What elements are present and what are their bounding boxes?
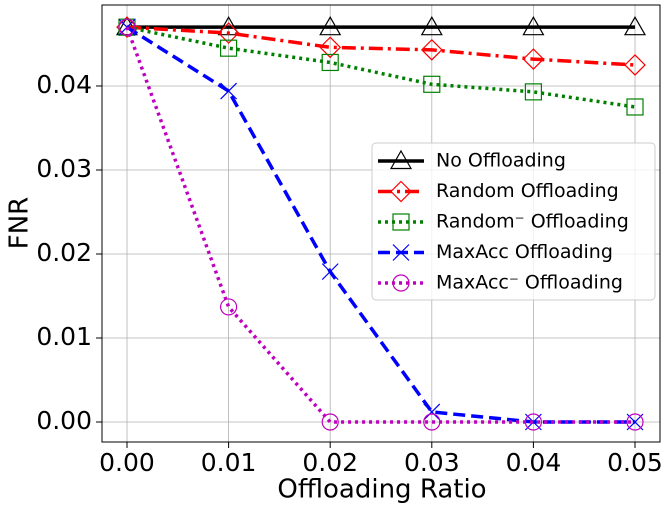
point-marker [321, 263, 339, 281]
y-tick-label: 0.04 [36, 70, 92, 99]
point-marker [624, 54, 646, 76]
x-tick-label: 0.00 [99, 448, 155, 477]
point-marker [420, 15, 443, 36]
legend-label: Random⁻ Offloading [436, 211, 629, 233]
x-tick-label: 0.05 [607, 448, 663, 477]
point-marker [423, 413, 441, 431]
point-marker [118, 18, 136, 36]
legend-label: MaxAcc⁻ Offloading [436, 272, 623, 294]
x-tick-label: 0.03 [404, 448, 460, 477]
point-marker [321, 53, 339, 72]
legend-label: No Offloading [436, 150, 566, 172]
point-marker [423, 403, 441, 421]
x-axis-label: Offloading Ratio [277, 475, 486, 505]
y-tick-label: 0.01 [36, 322, 92, 351]
y-tick-label: 0.02 [36, 238, 92, 267]
point-marker [319, 15, 342, 36]
y-tick-label: 0.03 [36, 154, 92, 183]
point-marker [321, 413, 339, 431]
point-marker [220, 82, 238, 100]
x-tick-label: 0.01 [201, 448, 257, 477]
legend-box [371, 142, 656, 301]
point-marker [626, 98, 644, 116]
x-tick-label: 0.02 [302, 448, 358, 477]
series-line [126, 25, 636, 109]
point-marker [319, 36, 342, 59]
point-marker [219, 298, 238, 316]
point-marker [522, 15, 545, 36]
legend-label: Random Offloading [436, 180, 619, 202]
point-marker [524, 413, 543, 431]
point-marker [524, 83, 543, 101]
y-axis-label: FNR [5, 197, 35, 249]
point-marker [522, 48, 545, 70]
point-marker [420, 39, 443, 61]
point-marker [219, 39, 238, 57]
legend-marker [392, 244, 410, 261]
point-marker [217, 22, 240, 44]
series-line [126, 25, 636, 67]
series-line [126, 25, 636, 424]
point-marker [623, 15, 647, 36]
legend-marker [389, 149, 413, 170]
y-tick-label: 0.00 [36, 406, 92, 435]
point-marker [423, 75, 441, 93]
point-marker [626, 413, 644, 431]
x-tick-label: 0.04 [506, 448, 562, 477]
legend-label: MaxAcc Offloading [436, 241, 613, 263]
legend-marker [392, 213, 410, 231]
legend-marker [392, 274, 410, 292]
legend-marker [390, 180, 412, 203]
plot-frame [101, 4, 661, 443]
